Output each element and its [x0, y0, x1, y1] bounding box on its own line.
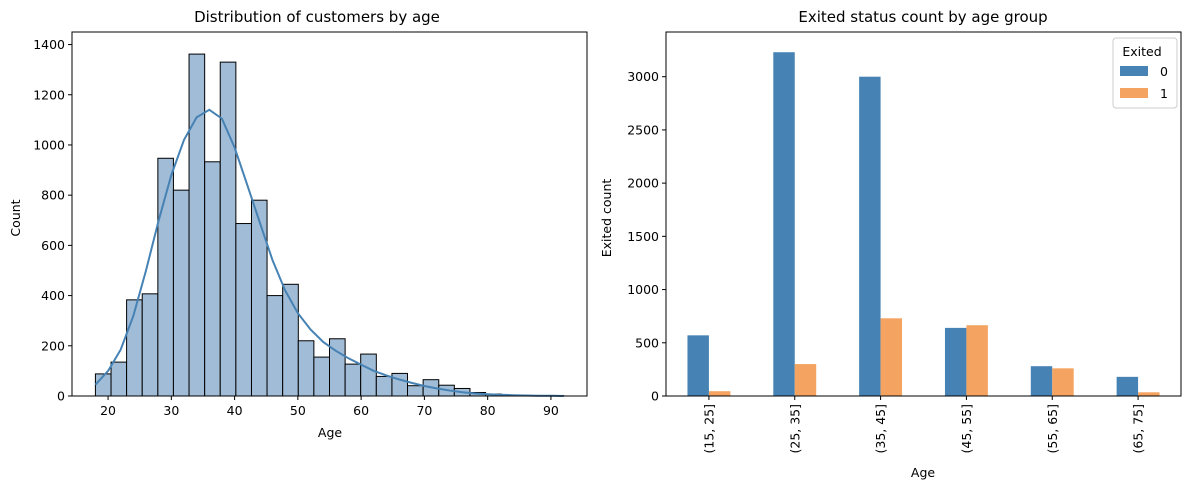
- x-tick-label: (45, 55]: [959, 404, 974, 454]
- y-tick-label: 500: [635, 335, 659, 350]
- histogram-bars: [94, 53, 565, 397]
- x-tick-label: (55, 65]: [1045, 404, 1060, 454]
- grouped-bars: [687, 52, 1160, 396]
- chart2-y-ticks: 0 500 1000 1500 2000 2500 3000: [627, 69, 666, 404]
- bar-series-0: [1116, 376, 1139, 396]
- bar-series-0: [773, 52, 795, 396]
- histogram-bar: [204, 161, 221, 397]
- bar-series-1: [708, 391, 731, 396]
- chart1-y-ticks: 0 200 400 600 800 1000 1200 1400: [33, 37, 72, 404]
- histogram-bar: [407, 385, 424, 397]
- kde-line: [94, 108, 564, 397]
- y-tick-label: 3000: [627, 69, 659, 84]
- y-tick-label: 200: [41, 338, 65, 353]
- x-tick-label: (35, 45]: [873, 404, 888, 454]
- y-tick-label: 800: [41, 188, 65, 203]
- histogram-bar: [188, 53, 206, 397]
- x-tick-label: 20: [100, 403, 116, 418]
- y-tick-label: 0: [57, 389, 65, 404]
- bar-series-1: [966, 325, 988, 396]
- chart1-title: Distribution of customers by age: [194, 8, 440, 26]
- bar-series-1: [1052, 368, 1074, 396]
- bar-series-0: [1030, 366, 1053, 396]
- y-tick-label: 1500: [627, 229, 659, 244]
- legend-label-1: 1: [1160, 86, 1168, 101]
- bar-series-0: [687, 335, 709, 396]
- bar-series-1: [1138, 392, 1160, 396]
- legend-label-0: 0: [1160, 64, 1168, 79]
- histogram-bar: [110, 361, 128, 397]
- bar-series-0: [859, 76, 881, 396]
- chart1-x-ticks: 20 30 40 50 60 70 80 90: [100, 396, 559, 418]
- bar-series-0: [944, 327, 967, 396]
- y-tick-label: 2000: [627, 176, 659, 191]
- histogram-bar: [250, 199, 268, 397]
- chart1-y-axis-label: Count: [8, 199, 23, 236]
- bar-series-1: [880, 318, 903, 396]
- chart2-axes-frame: [665, 31, 1182, 397]
- x-tick-label: 90: [543, 403, 559, 418]
- x-tick-label: (25, 35]: [787, 404, 802, 454]
- legend-swatch-0: [1120, 66, 1148, 76]
- x-tick-label: 50: [290, 403, 306, 418]
- x-tick-label: 70: [416, 403, 432, 418]
- histogram-bar: [375, 375, 393, 397]
- chart2-x-axis-label: Age: [911, 465, 935, 480]
- legend-title: Exited: [1122, 44, 1161, 59]
- histogram-bar: [297, 340, 315, 397]
- histogram-bar: [235, 223, 252, 397]
- y-tick-label: 1200: [33, 87, 65, 102]
- y-tick-label: 0: [651, 389, 659, 404]
- y-tick-label: 1000: [627, 282, 659, 297]
- x-tick-label: 40: [227, 403, 243, 418]
- histogram-bar: [313, 356, 331, 397]
- age-histogram-chart: Distribution of customers by age 20 30 40 5…: [8, 8, 588, 440]
- chart1-x-axis-label: Age: [318, 425, 342, 440]
- histogram-bar: [219, 61, 237, 397]
- legend: Exited 0 1: [1112, 37, 1178, 109]
- x-tick-label: 80: [480, 403, 496, 418]
- exited-by-age-chart: Exited status count by age group (15, 25…: [599, 8, 1182, 480]
- chart2-y-axis-label: Exited count: [599, 179, 614, 258]
- bar-series-1: [794, 364, 817, 396]
- chart2-title: Exited status count by age group: [798, 8, 1047, 26]
- histogram-bar: [266, 295, 284, 397]
- x-tick-label: 60: [353, 403, 369, 418]
- x-tick-label: (15, 25]: [701, 404, 716, 454]
- y-tick-label: 1000: [33, 137, 65, 152]
- y-tick-label: 1400: [33, 37, 65, 52]
- legend-swatch-1: [1120, 88, 1148, 98]
- histogram-bar: [360, 353, 377, 397]
- x-tick-label: (65, 75]: [1131, 404, 1146, 454]
- y-tick-label: 600: [41, 238, 65, 253]
- x-tick-label: 30: [163, 403, 179, 418]
- chart1-axes-frame: [71, 31, 588, 397]
- histogram-bar: [172, 189, 190, 397]
- chart2-x-ticks: (15, 25] (25, 35] (35, 45] (45, 55] (55, 65]…: [701, 396, 1146, 454]
- y-tick-label: 400: [41, 288, 65, 303]
- histogram-bar: [391, 372, 409, 397]
- y-tick-label: 2500: [627, 122, 659, 137]
- histogram-bar: [344, 363, 362, 397]
- histogram-bar: [141, 293, 159, 397]
